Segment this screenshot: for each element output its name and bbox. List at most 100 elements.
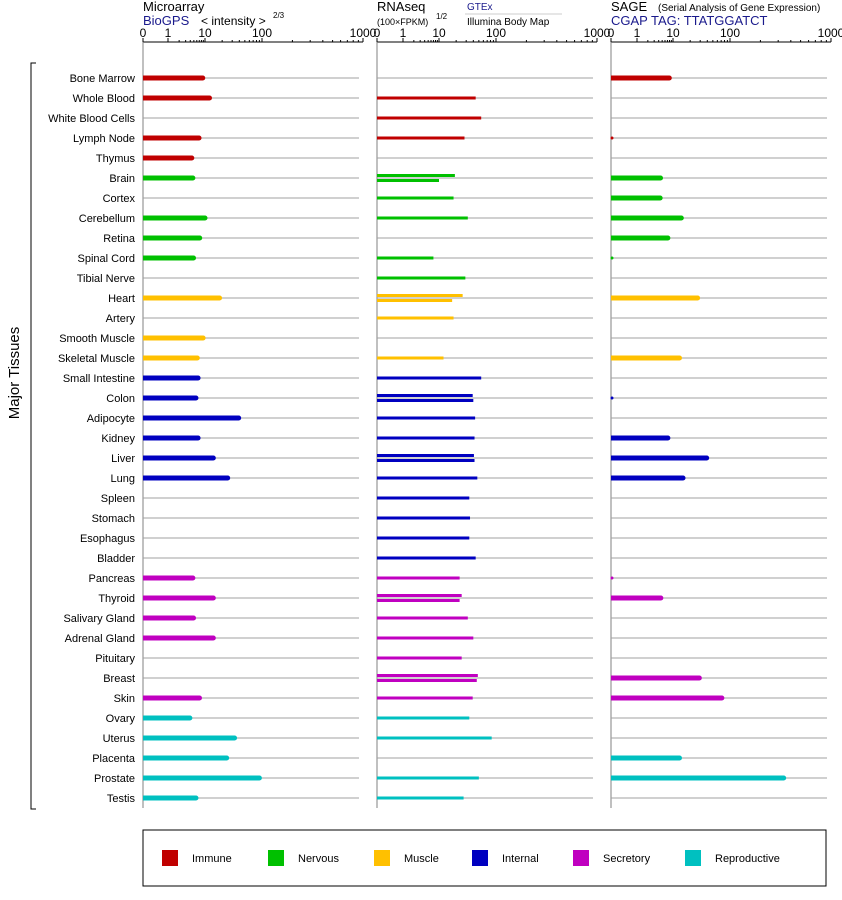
tissue-label: Adrenal Gland: [65, 633, 135, 645]
microarray-bar-cap: [196, 135, 202, 141]
microarray-bar-cap: [190, 575, 196, 581]
legend: Immune Nervous Muscle Internal Secretory Repr…: [162, 850, 780, 866]
tissue-row: Kidney: [101, 433, 827, 445]
tissue-row: Testis: [107, 793, 827, 805]
tissue-row: Smooth Muscle: [59, 333, 827, 345]
microarray-bar-cap: [202, 215, 208, 221]
micro-tick-label-1: 1: [165, 26, 172, 40]
legend-swatch-reproductive: [685, 850, 701, 866]
tissue-label: Ovary: [106, 713, 136, 725]
tissue-label: Cerebellum: [79, 213, 135, 225]
sage-bar-cap: [610, 136, 614, 140]
tissue-row: Tibial Nerve: [77, 273, 827, 285]
microarray-bar-cap: [195, 435, 201, 441]
microarray-bar-cap: [256, 775, 262, 781]
tissue-label: Salivary Gland: [63, 613, 135, 625]
tissue-label: Thymus: [96, 153, 136, 165]
tissue-row: Colon: [106, 393, 827, 405]
tissue-row: White Blood Cells: [48, 113, 827, 125]
sage-bar-cap: [695, 295, 701, 301]
microarray-bar-cap: [210, 635, 216, 641]
sage-bar-cap: [665, 235, 671, 241]
sage-bar-cap: [610, 256, 614, 260]
tissue-row: Pituitary: [95, 653, 827, 665]
sage-bar-cap: [704, 455, 710, 461]
legend-swatch-internal: [472, 850, 488, 866]
tissue-row: Salivary Gland: [63, 613, 827, 625]
tissue-row: Placenta: [92, 753, 827, 765]
sage-subtitle: CGAP TAG: TTATGGATCT: [611, 13, 768, 28]
microarray-bar-cap: [232, 735, 238, 741]
tissue-label: Small Intestine: [63, 373, 135, 385]
sage-bar-cap: [610, 576, 614, 580]
microarray-bar-cap: [225, 475, 231, 481]
tissue-row: Small Intestine: [63, 373, 827, 385]
tissue-row: Adrenal Gland: [65, 633, 827, 645]
tissue-row: Bladder: [97, 553, 827, 565]
tissue-label: Skeletal Muscle: [58, 353, 135, 365]
microarray-bar-cap: [191, 255, 197, 261]
rna-tick-label-1: 1: [400, 26, 407, 40]
microarray-bar-cap: [193, 795, 199, 801]
legend-swatch-secretory: [573, 850, 589, 866]
microarray-bar-cap: [197, 235, 203, 241]
tissue-label: Whole Blood: [73, 93, 135, 105]
tissue-row: Skin: [114, 693, 827, 705]
tissue-label: Spinal Cord: [78, 253, 135, 265]
tissue-label: Breast: [103, 673, 135, 685]
microarray-bar-cap: [207, 95, 213, 101]
microarray-bar-cap: [210, 455, 216, 461]
tissue-label: Brain: [109, 173, 135, 185]
sage-tick-label-2: 10: [666, 26, 680, 40]
tissue-label: Smooth Muscle: [59, 333, 135, 345]
micro-tick-label-0: 0: [140, 26, 147, 40]
legend-label-immune: Immune: [192, 853, 232, 865]
micro-metric-exponent: 2/3: [273, 11, 285, 20]
sage-bar-cap: [696, 675, 702, 681]
tissue-row: Lymph Node: [73, 133, 827, 145]
rna-tick-label-4: 1000: [584, 26, 611, 40]
rna-tick-label-2: 10: [432, 26, 446, 40]
tissue-label: Stomach: [92, 513, 135, 525]
tissue-label: Uterus: [103, 733, 136, 745]
micro-tick-label-3: 100: [252, 26, 272, 40]
sage-tick-label-4: 1000: [818, 26, 842, 40]
sage-tick-label-1: 1: [634, 26, 641, 40]
sage-tick-label-0: 0: [608, 26, 615, 40]
micro-title: Microarray: [143, 0, 205, 14]
tissue-label: Pancreas: [89, 573, 136, 585]
tissue-label: Esophagus: [80, 533, 136, 545]
sage-title-note: (Serial Analysis of Gene Expression): [658, 3, 820, 14]
rna-tick-label-0: 0: [374, 26, 381, 40]
tissue-row: Bone Marrow: [70, 73, 827, 85]
tissue-row: Heart: [108, 293, 827, 305]
sage-bar-cap: [680, 475, 686, 481]
microarray-bar-cap: [191, 615, 197, 621]
microarray-bar-cap: [224, 755, 230, 761]
tissue-label: Lung: [111, 473, 135, 485]
legend-swatch-nervous: [268, 850, 284, 866]
tissue-label: Artery: [106, 313, 136, 325]
sage-bar-cap: [658, 595, 664, 601]
tissue-label: Cortex: [103, 193, 136, 205]
tissue-row: Uterus: [103, 733, 827, 745]
tissue-label: Lymph Node: [73, 133, 135, 145]
tissue-row: Liver: [111, 453, 827, 465]
sage-bar-cap: [678, 215, 684, 221]
tissue-row: Thymus: [96, 153, 827, 165]
sage-bar-cap: [666, 75, 672, 81]
sage-bar-cap: [676, 755, 682, 761]
tissue-row: Cerebellum: [79, 213, 827, 225]
tissue-row: Prostate: [94, 773, 827, 785]
micro-subtitle: BioGPS: [143, 13, 190, 28]
rna-source-gtex: GTEx: [467, 2, 493, 13]
microarray-bar-cap: [217, 295, 223, 301]
tissue-label: Colon: [106, 393, 135, 405]
rna-tick-label-3: 100: [486, 26, 506, 40]
tissue-row: Lung: [111, 473, 827, 485]
sage-title: SAGE: [611, 0, 647, 14]
tissue-row: Whole Blood: [73, 93, 827, 105]
microarray-bar-cap: [200, 75, 206, 81]
sage-bar-cap: [719, 695, 725, 701]
